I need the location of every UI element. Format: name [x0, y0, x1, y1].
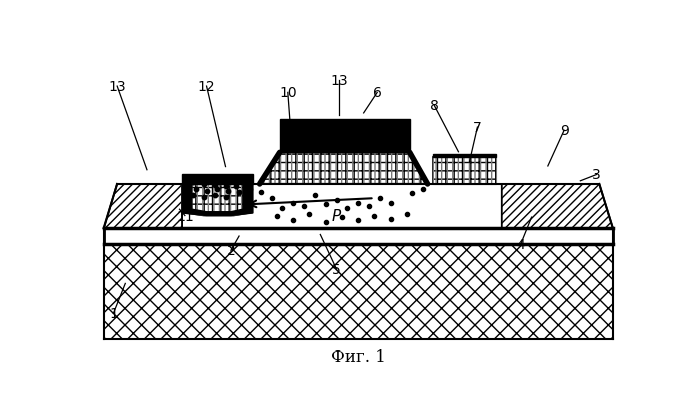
Text: 5: 5 — [332, 263, 341, 276]
Polygon shape — [280, 120, 410, 153]
Text: 13: 13 — [108, 80, 126, 94]
Text: 6: 6 — [373, 86, 382, 100]
Text: 11: 11 — [176, 209, 194, 223]
Text: 4: 4 — [517, 237, 525, 251]
Text: 9: 9 — [560, 124, 568, 138]
Polygon shape — [433, 155, 496, 158]
Text: 2: 2 — [226, 244, 236, 258]
Polygon shape — [502, 184, 613, 229]
Polygon shape — [433, 158, 496, 184]
Polygon shape — [103, 244, 613, 339]
Polygon shape — [182, 184, 502, 229]
Text: 13: 13 — [331, 74, 348, 88]
Text: 10: 10 — [279, 86, 296, 100]
Text: 12: 12 — [198, 80, 215, 94]
Text: 1: 1 — [109, 307, 118, 321]
Polygon shape — [182, 175, 252, 184]
Text: 8: 8 — [430, 99, 438, 113]
Text: 7: 7 — [473, 121, 482, 135]
Polygon shape — [182, 184, 252, 216]
Text: P: P — [332, 209, 341, 223]
Polygon shape — [103, 184, 182, 229]
Text: Фиг. 1: Фиг. 1 — [331, 348, 386, 364]
Text: 3: 3 — [592, 168, 601, 182]
Polygon shape — [103, 229, 613, 244]
Polygon shape — [182, 184, 252, 216]
Polygon shape — [259, 153, 428, 184]
